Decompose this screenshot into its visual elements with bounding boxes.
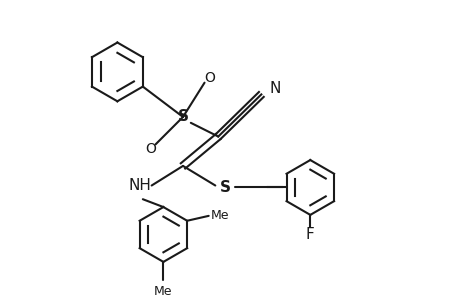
Text: Me: Me xyxy=(211,209,229,222)
Text: NH: NH xyxy=(128,178,151,193)
Text: S: S xyxy=(219,180,230,195)
Text: O: O xyxy=(145,142,156,156)
Text: Me: Me xyxy=(154,285,172,298)
Text: O: O xyxy=(203,71,214,85)
Text: S: S xyxy=(177,110,188,124)
Text: N: N xyxy=(269,81,280,96)
Text: F: F xyxy=(305,227,314,242)
